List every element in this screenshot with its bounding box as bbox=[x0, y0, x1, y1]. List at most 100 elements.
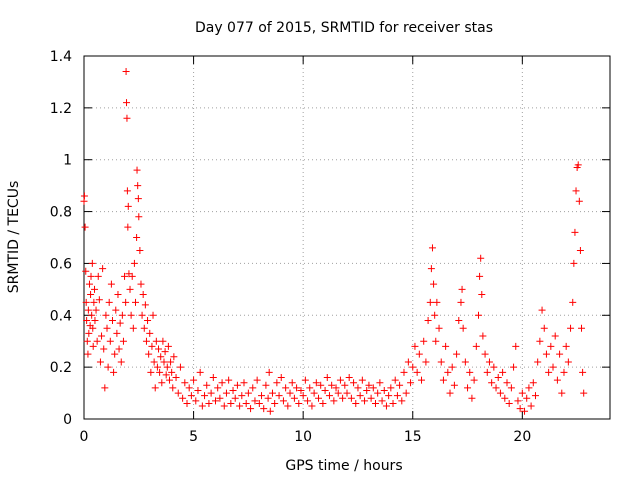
data-point bbox=[507, 384, 515, 392]
y-axis-label: SRMTID / TECUs bbox=[6, 181, 22, 294]
data-point bbox=[92, 306, 100, 314]
data-point bbox=[518, 389, 526, 397]
data-point bbox=[271, 399, 279, 407]
data-point bbox=[540, 324, 548, 332]
data-point bbox=[94, 272, 102, 280]
data-point bbox=[572, 187, 580, 195]
data-point bbox=[426, 298, 434, 306]
data-point bbox=[367, 394, 375, 402]
data-point bbox=[242, 399, 250, 407]
data-point bbox=[472, 342, 480, 350]
data-point bbox=[172, 374, 180, 382]
data-point bbox=[332, 384, 340, 392]
data-point bbox=[83, 316, 91, 324]
data-point bbox=[468, 394, 476, 402]
y-tick-label: 0.6 bbox=[50, 256, 72, 272]
data-point bbox=[494, 374, 502, 382]
data-point bbox=[264, 394, 272, 402]
data-point bbox=[110, 368, 118, 376]
y-tick-label: 1 bbox=[63, 153, 72, 169]
data-point bbox=[116, 319, 124, 327]
data-point bbox=[100, 345, 108, 353]
data-point bbox=[123, 187, 131, 195]
data-point bbox=[295, 399, 303, 407]
data-point bbox=[101, 384, 109, 392]
x-tick-label: 0 bbox=[80, 429, 89, 445]
data-point bbox=[321, 386, 329, 394]
plot-frame bbox=[83, 55, 611, 420]
data-point bbox=[310, 389, 318, 397]
data-point bbox=[90, 298, 98, 306]
data-point bbox=[525, 384, 533, 392]
data-point bbox=[558, 389, 566, 397]
data-point bbox=[262, 381, 270, 389]
data-point bbox=[201, 392, 209, 400]
data-point bbox=[105, 298, 113, 306]
data-point bbox=[220, 402, 228, 410]
data-point bbox=[164, 342, 172, 350]
data-point bbox=[529, 379, 537, 387]
data-point bbox=[82, 298, 90, 306]
y-tick-label: 1.4 bbox=[50, 49, 72, 65]
data-point bbox=[225, 376, 233, 384]
data-point bbox=[574, 161, 582, 169]
data-point bbox=[258, 392, 266, 400]
data-point bbox=[570, 259, 578, 267]
data-point bbox=[352, 399, 360, 407]
data-point bbox=[350, 379, 358, 387]
x-tick-label: 20 bbox=[513, 429, 531, 445]
data-point bbox=[521, 407, 529, 415]
data-point bbox=[133, 234, 141, 241]
data-point bbox=[435, 324, 443, 332]
data-point bbox=[549, 363, 557, 371]
data-point bbox=[361, 397, 369, 405]
data-point bbox=[93, 337, 101, 345]
data-point bbox=[562, 342, 570, 350]
data-point bbox=[455, 316, 463, 324]
data-point bbox=[547, 342, 555, 350]
data-point bbox=[483, 368, 491, 376]
data-point bbox=[88, 311, 96, 319]
data-point bbox=[304, 397, 312, 405]
data-point bbox=[380, 386, 388, 394]
data-point bbox=[140, 324, 148, 332]
data-point bbox=[255, 399, 263, 407]
data-point bbox=[85, 329, 93, 337]
data-point bbox=[387, 384, 395, 392]
data-point bbox=[196, 368, 204, 376]
data-point bbox=[527, 402, 535, 410]
data-point bbox=[136, 246, 144, 254]
data-point bbox=[580, 389, 588, 397]
data-point bbox=[82, 267, 90, 275]
data-point bbox=[150, 358, 158, 366]
data-point bbox=[369, 384, 377, 392]
data-point bbox=[251, 397, 259, 405]
data-point bbox=[122, 298, 130, 306]
data-point bbox=[118, 311, 126, 319]
data-point bbox=[146, 329, 154, 337]
data-point bbox=[135, 213, 143, 221]
data-point bbox=[328, 381, 336, 389]
data-point bbox=[134, 182, 142, 190]
data-point bbox=[374, 389, 382, 397]
data-point bbox=[458, 285, 466, 293]
data-point bbox=[358, 376, 366, 384]
data-point bbox=[398, 397, 406, 405]
data-point bbox=[505, 399, 513, 407]
data-point bbox=[551, 332, 559, 340]
data-point bbox=[266, 407, 274, 415]
data-point bbox=[162, 371, 170, 379]
data-point bbox=[123, 99, 131, 107]
data-point bbox=[347, 394, 355, 402]
data-point bbox=[165, 376, 173, 384]
data-point bbox=[83, 337, 91, 345]
data-point bbox=[553, 376, 561, 384]
data-point bbox=[183, 399, 191, 407]
data-point bbox=[378, 397, 386, 405]
data-point bbox=[523, 394, 531, 402]
data-point bbox=[354, 384, 362, 392]
data-point bbox=[531, 392, 539, 400]
data-point bbox=[95, 296, 103, 304]
data-point bbox=[91, 285, 99, 293]
